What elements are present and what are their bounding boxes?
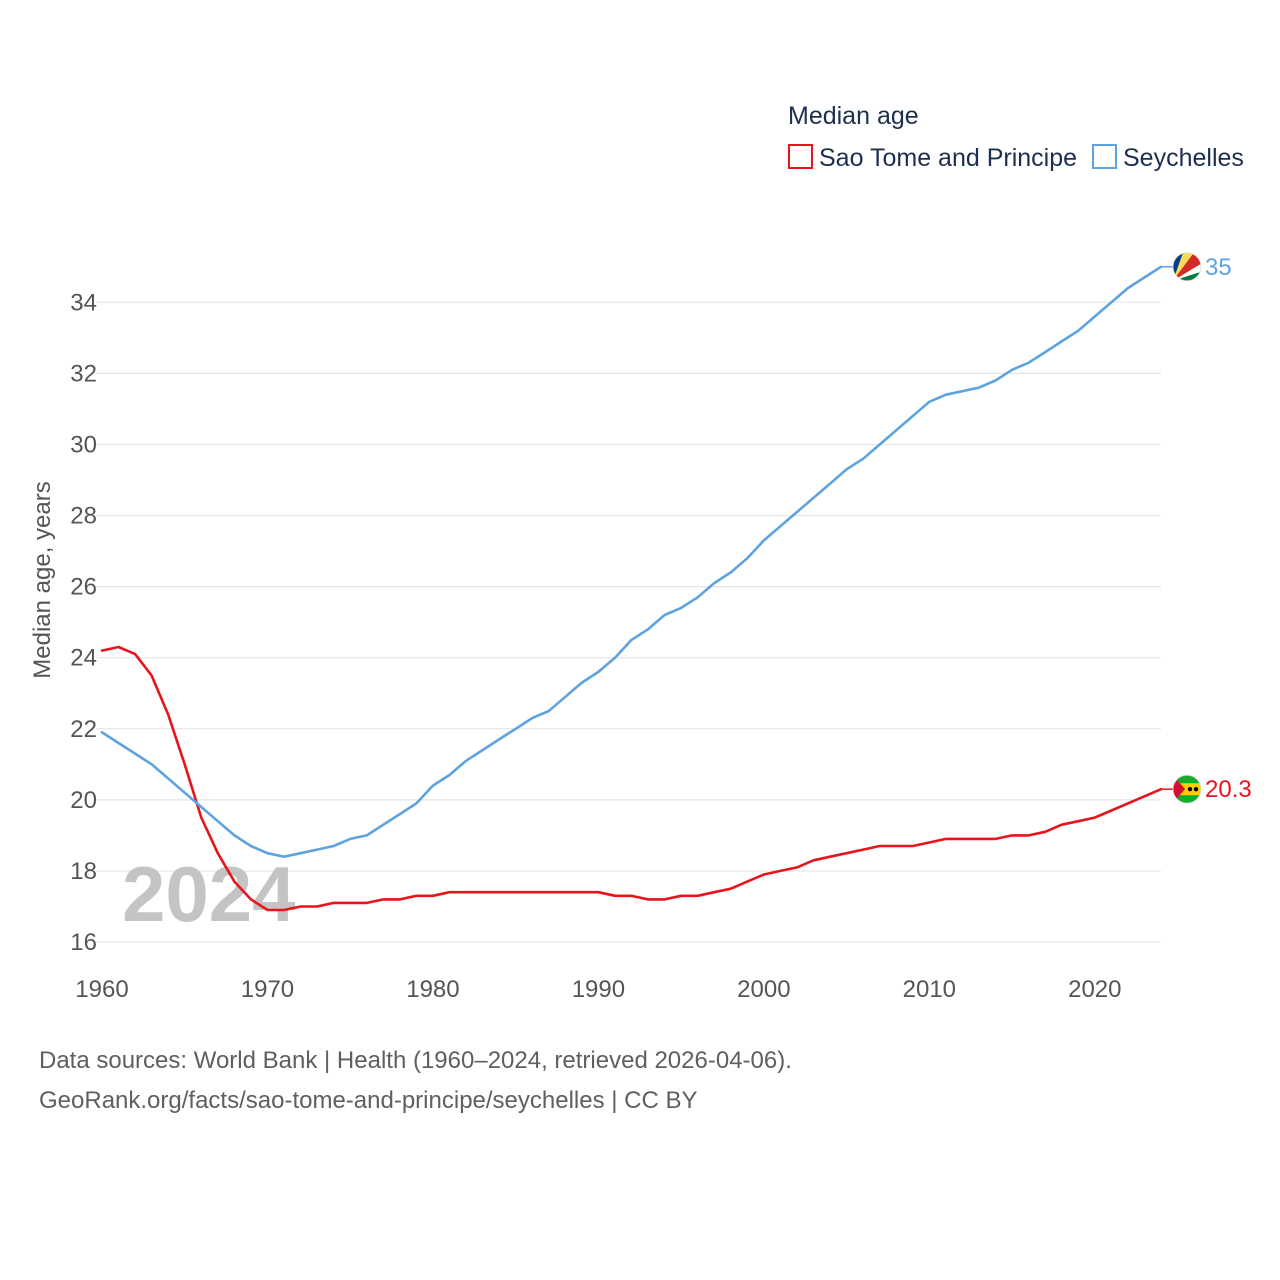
- legend-swatch-seychelles: [1092, 144, 1117, 169]
- legend-item-seychelles[interactable]: Seychelles: [1092, 144, 1244, 172]
- series-line-seychelles[interactable]: [100, 265, 1163, 859]
- legend-label-seychelles: Seychelles: [1123, 144, 1244, 172]
- y-tick-label: 16: [70, 929, 97, 956]
- x-tick-label: 1980: [406, 976, 459, 1003]
- x-tick-label: 2020: [1068, 976, 1121, 1003]
- end-markers: 20.3 35: [1161, 252, 1252, 804]
- end-value-label: 20.3: [1205, 776, 1252, 803]
- y-tick-label: 34: [70, 289, 97, 316]
- source-line-1: Data sources: World Bank | Health (1960–…: [39, 1047, 792, 1074]
- x-tick-label: 2010: [903, 976, 956, 1003]
- year-watermark: 2024: [122, 850, 296, 938]
- axis-ticks: 16 18 20 22 24 26 28 30 32 34 1960 1970 1980 1990 2000…: [70, 289, 1121, 1003]
- legend: Median age Sao Tome and Principe Seychel…: [788, 102, 1244, 172]
- x-tick-label: 1990: [572, 976, 625, 1003]
- legend-label-sao-tome: Sao Tome and Principe: [819, 144, 1077, 172]
- y-tick-label: 28: [70, 503, 97, 530]
- gridlines: [96, 301, 1161, 943]
- sao-tome-flag-icon: [1172, 774, 1202, 804]
- y-tick-label: 20: [70, 787, 97, 814]
- y-axis-label: Median age, years: [29, 481, 56, 678]
- x-tick-label: 2000: [737, 976, 790, 1003]
- end-value-label: 35: [1205, 254, 1232, 281]
- y-tick-label: 30: [70, 431, 97, 458]
- y-tick-label: 32: [70, 360, 97, 387]
- x-tick-label: 1970: [241, 976, 294, 1003]
- x-tick-label: 1960: [75, 976, 128, 1003]
- y-tick-label: 26: [70, 574, 97, 601]
- series-lines: [100, 265, 1163, 912]
- series-line-sao-tome[interactable]: [100, 645, 1163, 912]
- y-tick-label: 24: [70, 645, 97, 672]
- legend-swatch-sao-tome: [788, 144, 813, 169]
- legend-title: Median age: [788, 102, 919, 130]
- seychelles-flag-icon: [1172, 252, 1202, 282]
- legend-item-sao-tome[interactable]: Sao Tome and Principe: [788, 144, 1077, 172]
- y-tick-label: 22: [70, 716, 97, 743]
- y-tick-label: 18: [70, 858, 97, 885]
- source-line-2[interactable]: GeoRank.org/facts/sao-tome-and-principe/…: [39, 1087, 698, 1114]
